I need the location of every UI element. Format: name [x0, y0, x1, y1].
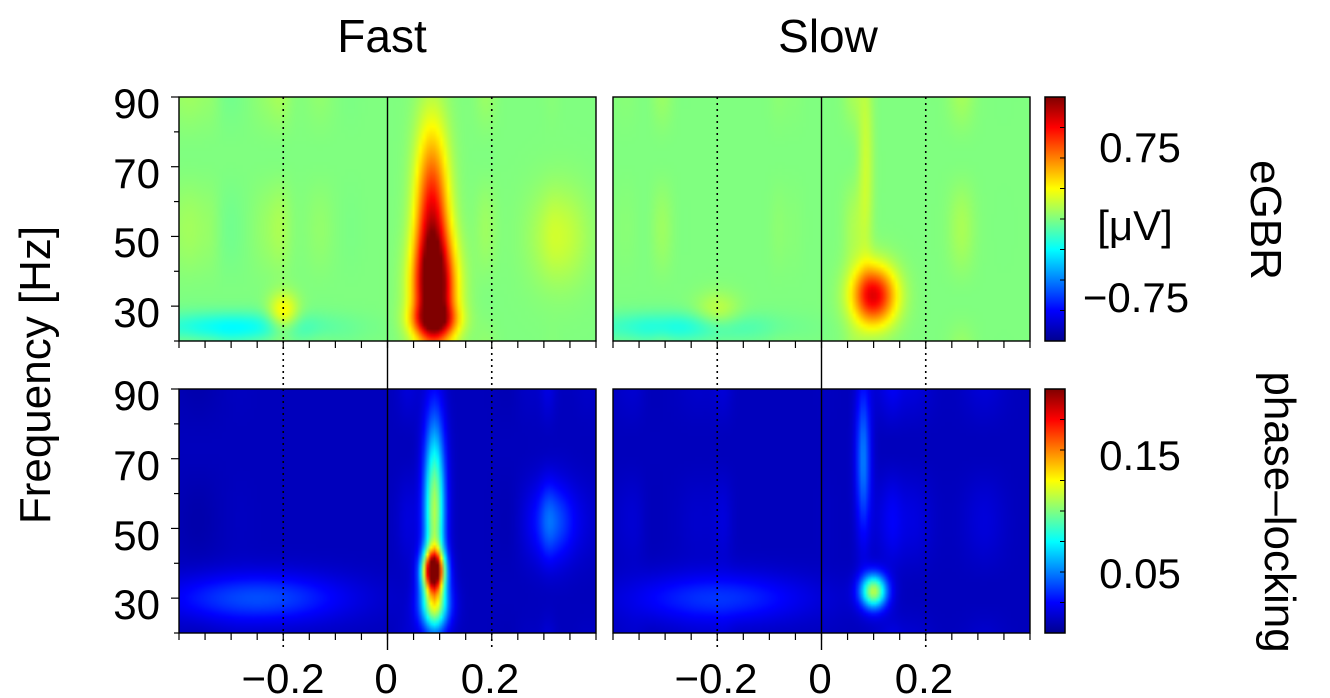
x-tick-labels-slow: −0.2 0 0.2: [675, 655, 954, 698]
heatmap-egbr-fast: [171, 96, 597, 348]
y-tick-label: 50: [113, 512, 160, 559]
colorbar-ticks: [1060, 96, 1065, 634]
x-tick-label: −0.2: [242, 655, 325, 698]
reference-lines: [282, 341, 927, 650]
column-title-slow: Slow: [778, 10, 878, 62]
y-tick-labels-phase-locking: 90 70 50 30: [113, 372, 160, 628]
colorbar-tick-label: 0.15: [1099, 432, 1181, 479]
y-tick-label: 70: [113, 150, 160, 197]
y-tick-label: 70: [113, 442, 160, 489]
column-title-fast: Fast: [337, 10, 427, 62]
row-label-phase-locking: phase–locking: [1255, 371, 1304, 652]
row-label-egbr: eGBR: [1241, 160, 1290, 280]
heatmap-phase-locking-slow: [612, 388, 1031, 640]
x-tick-label: 0.2: [895, 655, 953, 698]
x-tick-label: 0: [374, 655, 397, 698]
colorbar-tick-label: 0.05: [1099, 550, 1181, 597]
x-tick-label: −0.2: [675, 655, 758, 698]
heatmap-phase-locking-fast: [171, 388, 597, 640]
y-tick-label: 50: [113, 219, 160, 266]
y-tick-label: 30: [113, 289, 160, 336]
y-tick-label: 90: [113, 372, 160, 419]
x-tick-labels-fast: −0.2 0 0.2: [242, 655, 520, 698]
colorbar-tick-label: 0.75: [1099, 124, 1181, 171]
x-tick-label: 0.2: [461, 655, 519, 698]
y-tick-label: 30: [113, 581, 160, 628]
heatmap-egbr-slow: [612, 96, 1031, 348]
x-tick-label: 0: [808, 655, 831, 698]
y-tick-label: 90: [113, 80, 160, 127]
colorbar-tick-label: −0.75: [1083, 274, 1189, 321]
y-tick-labels-egbr: 90 70 50 30: [113, 80, 160, 336]
y-axis-label: Frequency [Hz]: [11, 226, 60, 524]
colorbar-unit-label: [μV]: [1097, 202, 1173, 249]
